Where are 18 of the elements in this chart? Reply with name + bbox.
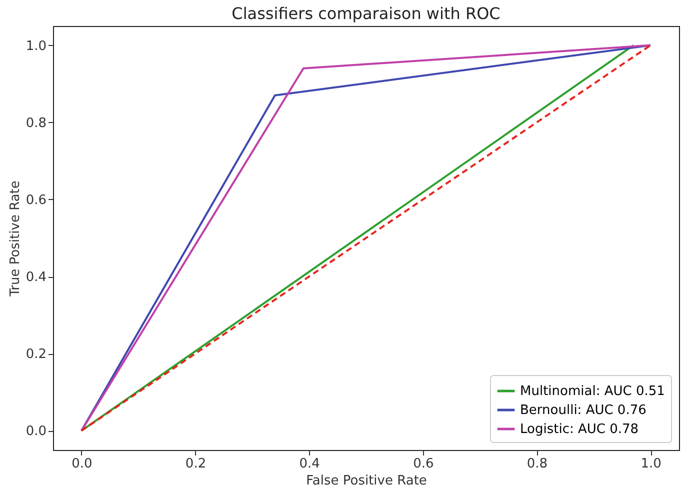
x-tick-label: 0.6 — [413, 456, 434, 472]
y-tick-label: 0.2 — [26, 347, 46, 362]
y-tick-label: 0.6 — [26, 192, 46, 208]
legend-label: Multinomial: AUC 0.51 — [520, 384, 665, 399]
legend-label: Bernoulli: AUC 0.76 — [520, 403, 646, 418]
legend-label: Logistic: AUC 0.78 — [520, 422, 639, 437]
x-tick-label: 0.0 — [72, 456, 92, 472]
y-tick-label: 0.4 — [26, 270, 46, 286]
x-tick-label: 0.8 — [526, 456, 548, 472]
x-tick-label: 1.0 — [640, 456, 662, 472]
y-axis-title: True Positive Rate — [8, 180, 23, 298]
x-axis-title: False Positive Rate — [306, 474, 427, 488]
y-tick-label: 0.8 — [26, 116, 46, 131]
y-tick-label: 0.0 — [26, 424, 46, 440]
chart-title: Classifiers comparaison with ROC — [232, 4, 500, 23]
x-tick-label: 0.2 — [185, 456, 206, 472]
y-tick-label: 1.0 — [26, 38, 46, 54]
x-tick-label: 0.4 — [299, 456, 320, 472]
